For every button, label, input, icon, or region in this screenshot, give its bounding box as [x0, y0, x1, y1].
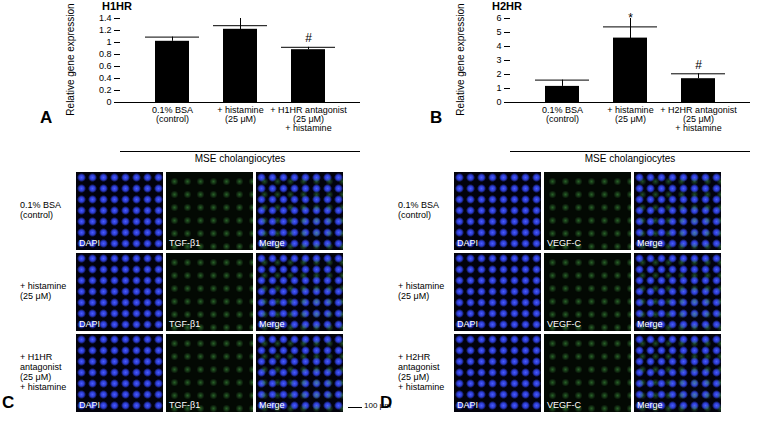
html-text:C: C [2, 393, 15, 412]
svg-text:0: 0 [106, 97, 111, 107]
html-text:A: A [40, 108, 53, 127]
html-text:Merge: Merge [637, 238, 663, 248]
svg-text:+ histamine(25 μM): + histamine(25 μM) [217, 105, 263, 124]
svg-text:0.1% BSA(control): 0.1% BSA(control) [542, 105, 583, 124]
svg-text:4: 4 [496, 41, 501, 51]
svg-text:#: # [695, 58, 702, 72]
svg-text:0.8: 0.8 [99, 49, 112, 59]
html-text:Merge: Merge [637, 319, 663, 329]
html-text:+ histamine (25 μM): + histamine (25 μM) [398, 281, 445, 301]
html-text:D: D [380, 393, 393, 412]
svg-text:0.4: 0.4 [99, 73, 112, 83]
html-text:H2HR: H2HR [492, 0, 522, 12]
html-text:Relative gene expression: Relative gene expression [64, 3, 76, 116]
svg-text:6: 6 [496, 13, 501, 23]
svg-text:+ histamine(25 μM): + histamine(25 μM) [607, 105, 653, 124]
svg-text:0: 0 [496, 97, 501, 107]
html-text:MSE cholangiocytes: MSE cholangiocytes [584, 153, 676, 164]
html-text:TGF-β1: TGF-β1 [169, 400, 201, 410]
html-text:DAPI: DAPI [457, 319, 478, 329]
svg-text:3: 3 [496, 55, 501, 65]
html-text:VEGF-C: VEGF-C [547, 400, 581, 410]
html-text:Merge: Merge [259, 319, 285, 329]
html-text:100 μm: 100 μm [364, 401, 391, 410]
html-text:+ H2HR antagonist (25 μM) + hi: + H2HR antagonist (25 μM) + histamine [398, 352, 445, 392]
html-text:TGF-β1: TGF-β1 [169, 238, 201, 248]
svg-text:1.2: 1.2 [99, 25, 112, 35]
html-text:Merge: Merge [259, 238, 285, 248]
html-text:+ histamine (25 μM): + histamine (25 μM) [20, 281, 67, 301]
html-text:Merge: Merge [259, 400, 285, 410]
html-text:DAPI: DAPI [79, 400, 100, 410]
svg-text:0.2: 0.2 [99, 85, 112, 95]
svg-text:1: 1 [496, 83, 501, 93]
html-text:0.1% BSA (control): 0.1% BSA (control) [398, 200, 439, 220]
svg-text:#: # [305, 31, 312, 45]
html-text:Merge: Merge [637, 400, 663, 410]
html-text:0.1% BSA (control): 0.1% BSA (control) [20, 200, 61, 220]
html-text:DAPI: DAPI [457, 400, 478, 410]
svg-text:1.4: 1.4 [99, 13, 112, 23]
svg-text:0.6: 0.6 [99, 61, 112, 71]
html-text:+ H1HR antagonist (25 μM) + hi: + H1HR antagonist (25 μM) + histamine [20, 352, 67, 392]
html-text:Relative gene expression: Relative gene expression [454, 3, 466, 116]
svg-text:2: 2 [496, 69, 501, 79]
html-text:B: B [430, 108, 443, 127]
html-text:H1HR: H1HR [102, 0, 132, 12]
html-text:DAPI: DAPI [457, 238, 478, 248]
svg-text:1: 1 [106, 37, 111, 47]
html-text:VEGF-C: VEGF-C [547, 238, 581, 248]
svg-text:0.1% BSA(control): 0.1% BSA(control) [152, 105, 193, 124]
svg-text:+ H2HR antagonist(25 μM)+ hist: + H2HR antagonist(25 μM)+ histamine [660, 105, 737, 133]
html-text:MSE cholangiocytes: MSE cholangiocytes [194, 153, 286, 164]
svg-text:+ H1HR antagonist(25 μM)+ hist: + H1HR antagonist(25 μM)+ histamine [270, 105, 347, 133]
html-text:TGF-β1: TGF-β1 [169, 319, 201, 329]
svg-text:5: 5 [496, 27, 501, 37]
html-text:DAPI: DAPI [79, 319, 100, 329]
html-text:DAPI: DAPI [79, 238, 100, 248]
html-text:VEGF-C: VEGF-C [547, 319, 581, 329]
